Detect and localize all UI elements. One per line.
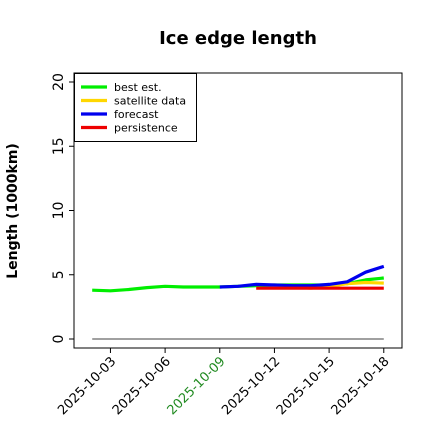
y-tick-label: 20 bbox=[51, 73, 67, 91]
legend-label: best est. bbox=[114, 81, 162, 94]
y-axis-label: Length (1000km) bbox=[5, 143, 21, 279]
legend-box bbox=[74, 73, 197, 142]
y-tick-label: 0 bbox=[51, 335, 67, 344]
legend: best est.satellite dataforecastpersisten… bbox=[74, 73, 197, 142]
y-tick-label: 5 bbox=[51, 270, 67, 279]
legend-label: satellite data bbox=[114, 94, 186, 107]
x-axis: 2025-10-032025-10-062025-10-092025-10-12… bbox=[55, 348, 393, 418]
y-tick-label: 10 bbox=[51, 202, 67, 220]
series-group bbox=[92, 264, 385, 293]
legend-label: persistence bbox=[114, 121, 178, 134]
y-tick-label: 15 bbox=[51, 137, 67, 155]
x-tick-label: 2025-10-18 bbox=[329, 354, 393, 418]
y-axis: 0 5 10 15 20 bbox=[51, 73, 74, 343]
legend-label: forecast bbox=[114, 108, 159, 121]
chart-title: Ice edge length bbox=[159, 28, 317, 49]
series-line-forecast bbox=[219, 264, 385, 289]
